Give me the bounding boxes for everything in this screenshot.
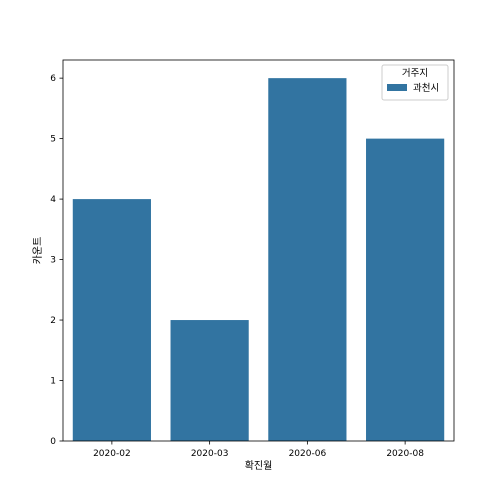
- y-tick-label-2: 2: [50, 316, 56, 326]
- bar-2020-06: [268, 78, 347, 442]
- y-axis-label: 카운트: [32, 237, 44, 265]
- legend-title: 거주지: [402, 68, 428, 79]
- legend-swatch: [387, 84, 407, 91]
- axes-frame: [62, 59, 455, 442]
- ticks-group: 2020-02 2020-03 2020-06 2020-08 0 1 2 3 4 5 6: [50, 74, 424, 459]
- y-tick-label-0: 0: [50, 437, 56, 447]
- bars-group: [72, 78, 445, 442]
- y-tick-label-5: 5: [50, 135, 56, 145]
- axes-group: [62, 59, 455, 442]
- bar-2020-02: [72, 199, 151, 441]
- bar-2020-08: [366, 138, 445, 441]
- legend-entry-label: 과천시: [413, 83, 439, 94]
- y-tick-label-3: 3: [50, 256, 56, 266]
- x-tick-label-2020-02: 2020-02: [93, 449, 131, 459]
- y-tick-label-4: 4: [50, 195, 56, 205]
- legend-frame: [381, 64, 449, 101]
- x-tick-label-2020-08: 2020-08: [386, 449, 424, 459]
- x-tick-label-2020-06: 2020-06: [289, 449, 327, 459]
- x-tick-label-2020-03: 2020-03: [191, 449, 229, 459]
- y-tick-label-6: 6: [50, 74, 56, 84]
- y-tick-label-1: 1: [50, 377, 56, 387]
- x-axis-label: 확진월: [245, 460, 273, 472]
- bar-2020-03: [170, 320, 249, 441]
- legend: 거주지 과천시: [381, 64, 449, 101]
